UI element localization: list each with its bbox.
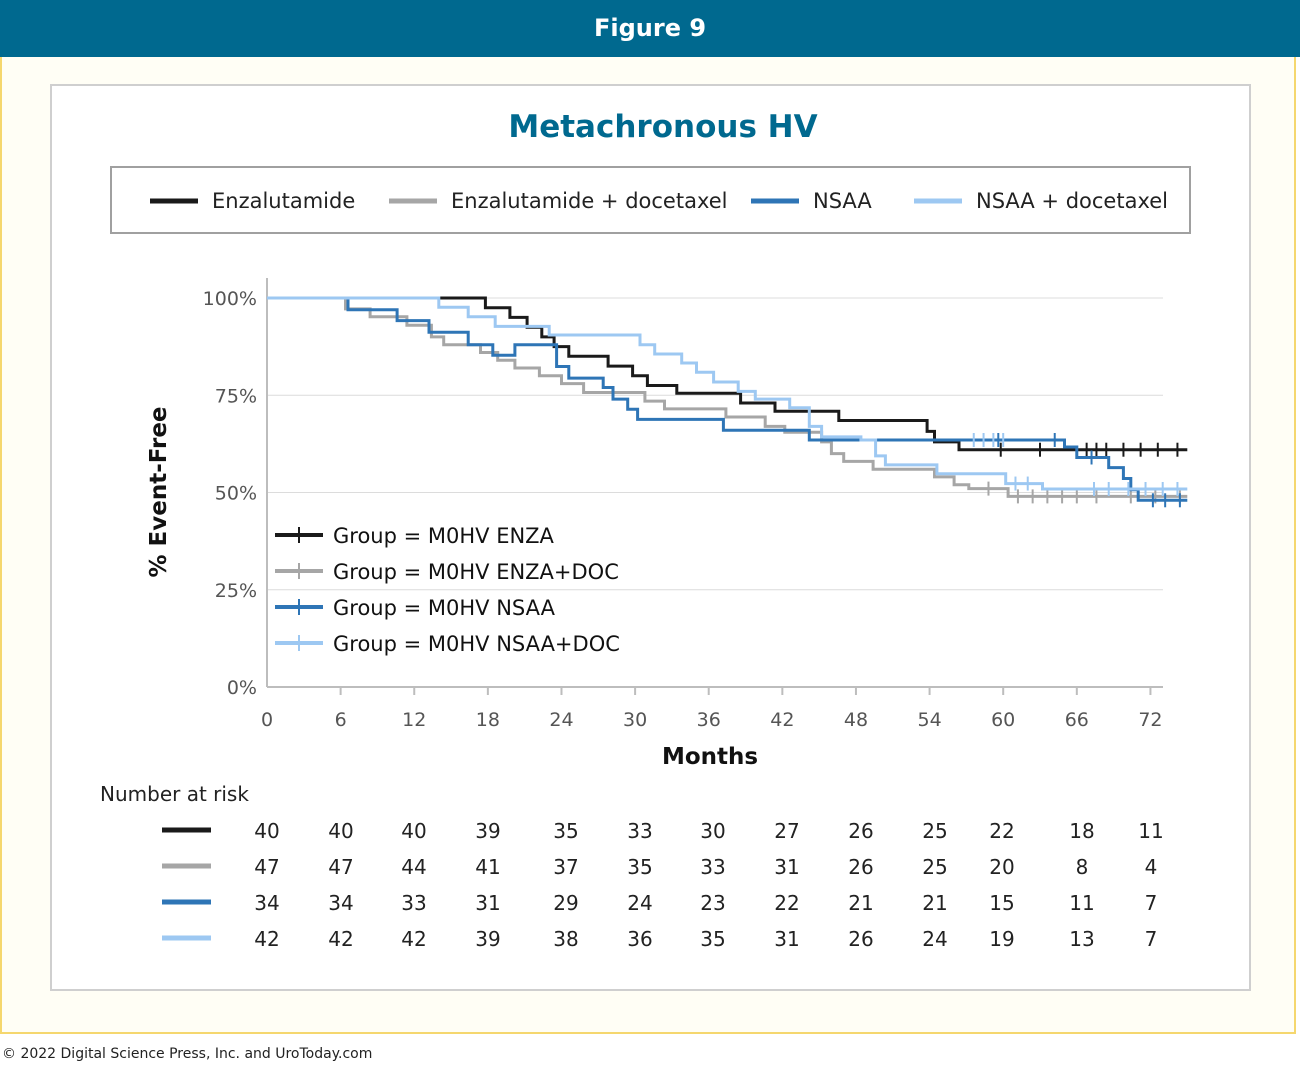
top-legend: Enzalutamide Enzalutamide + docetaxel NSAA… [150,189,1168,213]
risk-cell: 19 [989,927,1014,951]
top-legend-label: NSAA [813,189,872,213]
risk-cell: 25 [922,819,947,843]
risk-cell: 41 [475,855,500,879]
axes: 0% 25% 50% 75% 100% 0 6 12 18 24 30 36 42 48 54 60 66 72 [203,278,1163,731]
risk-cell: 42 [401,927,426,951]
y-tick-label: 25% [215,580,257,602]
risk-cell: 35 [553,819,578,843]
risk-cell: 4 [1145,855,1158,879]
top-legend-label: NSAA + docetaxel [976,189,1168,213]
risk-cell: 34 [328,891,353,915]
series-group [267,296,1188,508]
risk-cell: 47 [328,855,353,879]
top-legend-box [110,166,1191,234]
y-axis-title: % Event-Free [146,406,172,577]
x-tick-label: 24 [549,709,573,731]
risk-cell: 18 [1069,819,1094,843]
risk-cell: 39 [475,819,500,843]
risk-cell: 13 [1069,927,1094,951]
risk-cell: 36 [627,927,652,951]
risk-cell: 8 [1076,855,1089,879]
top-legend-label: Enzalutamide + docetaxel [451,189,728,213]
km-curve [267,296,1188,452]
inner-legend: Group = M0HV ENZA Group = M0HV ENZA+DOC Gr… [275,524,620,656]
risk-cell: 47 [254,855,279,879]
risk-cell: 31 [774,927,799,951]
risk-cell: 42 [254,927,279,951]
y-tick-label: 75% [215,385,257,407]
risk-cell: 26 [848,927,873,951]
risk-cell: 35 [700,927,725,951]
risk-cell: 24 [627,891,652,915]
risk-cell: 11 [1069,891,1094,915]
risk-cell: 26 [848,855,873,879]
risk-cell: 23 [700,891,725,915]
km-curve [267,296,1188,502]
risk-cell: 30 [700,819,725,843]
inner-legend-label: Group = M0HV NSAA [333,596,556,620]
chart-title: Metachronous HV [508,109,817,145]
risk-cell: 38 [553,927,578,951]
risk-table-header: Number at risk [100,782,249,806]
risk-cell: 21 [922,891,947,915]
risk-cell: 44 [401,855,426,879]
x-tick-label: 36 [697,709,721,731]
risk-cell: 26 [848,819,873,843]
risk-cell: 31 [475,891,500,915]
x-tick-label: 66 [1065,709,1089,731]
top-legend-label: Enzalutamide [212,189,355,213]
y-tick-label: 50% [215,483,257,505]
copyright-footer: © 2022 Digital Science Press, Inc. and U… [2,1046,373,1062]
x-tick-label: 30 [623,709,647,731]
risk-cell: 7 [1145,927,1158,951]
risk-cell: 40 [254,819,279,843]
chart-panel [50,84,1251,991]
risk-cell: 21 [848,891,873,915]
x-tick-label: 48 [844,709,868,731]
risk-cell: 7 [1145,891,1158,915]
risk-cell: 22 [989,819,1014,843]
risk-cell: 42 [328,927,353,951]
x-tick-label: 18 [476,709,500,731]
risk-cell: 40 [401,819,426,843]
x-tick-label: 12 [402,709,426,731]
inner-legend-label: Group = M0HV ENZA+DOC [333,560,619,584]
x-tick-label: 72 [1138,709,1162,731]
risk-cell: 39 [475,927,500,951]
risk-cell: 11 [1138,819,1163,843]
figure-banner: Figure 9 [0,0,1300,57]
risk-cell: 33 [700,855,725,879]
risk-cell: 33 [627,819,652,843]
y-tick-label: 0% [227,677,257,699]
risk-cell: 40 [328,819,353,843]
risk-cell: 29 [553,891,578,915]
figure-title: Figure 9 [593,14,707,42]
risk-cell: 33 [401,891,426,915]
risk-cell: 24 [922,927,947,951]
x-axis-title: Months [662,744,758,770]
y-tick-label: 100% [203,288,257,310]
risk-cell: 37 [553,855,578,879]
risk-cell: 31 [774,855,799,879]
x-tick-label: 42 [770,709,794,731]
km-curve [267,296,1188,498]
risk-cell: 35 [627,855,652,879]
x-tick-label: 0 [261,709,273,731]
risk-cell: 15 [989,891,1014,915]
x-tick-label: 60 [991,709,1015,731]
km-curve [267,296,1188,491]
risk-cell: 25 [922,855,947,879]
risk-cell: 27 [774,819,799,843]
inner-legend-label: Group = M0HV NSAA+DOC [333,632,620,656]
risk-cell: 34 [254,891,279,915]
x-tick-label: 6 [335,709,347,731]
risk-cell: 22 [774,891,799,915]
risk-cell: 20 [989,855,1014,879]
inner-legend-label: Group = M0HV ENZA [333,524,555,548]
x-tick-label: 54 [917,709,941,731]
